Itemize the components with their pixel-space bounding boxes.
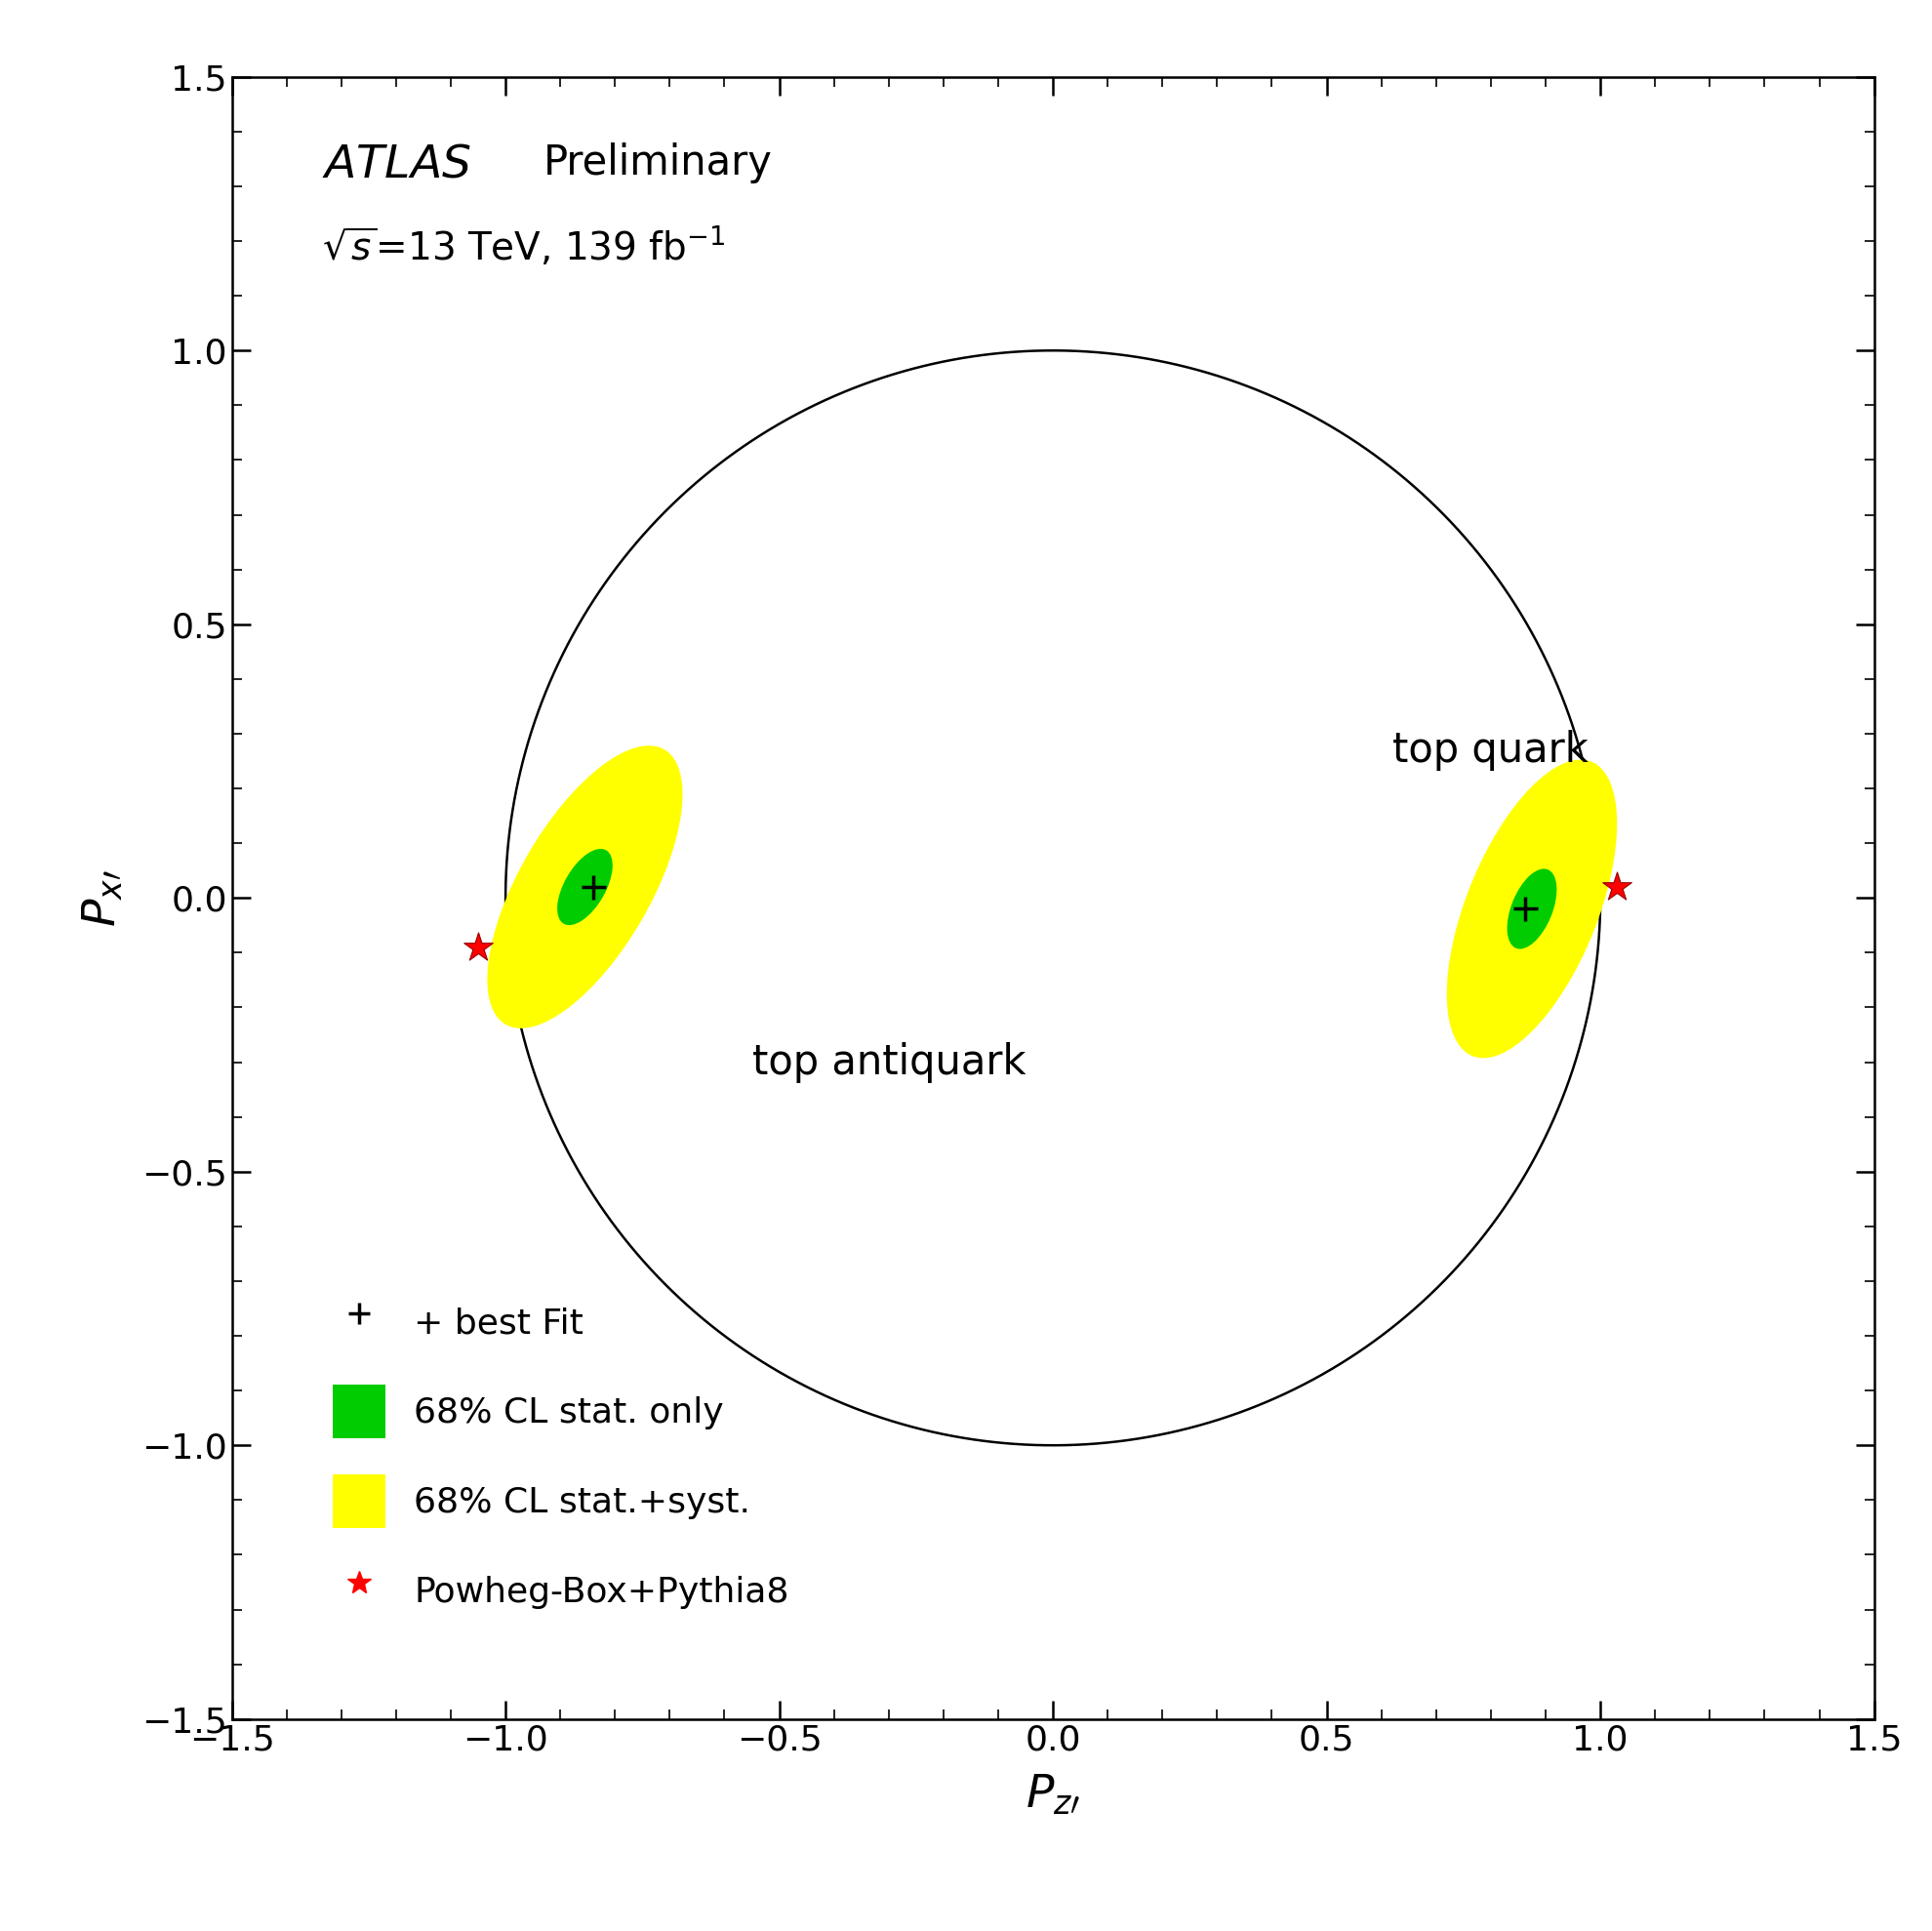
Text: $\mathit{ATLAS}$: $\mathit{ATLAS}$ — [323, 143, 471, 187]
Point — [1602, 871, 1633, 902]
Text: top antiquark: top antiquark — [752, 1041, 1026, 1083]
Text: $\sqrt{s}$=13 TeV, 139 fb$^{-1}$: $\sqrt{s}$=13 TeV, 139 fb$^{-1}$ — [323, 224, 724, 268]
Legend: + best Fit, 68% CL stat. only, 68% CL stat.+syst., Powheg-Box+Pythia8: + best Fit, 68% CL stat. only, 68% CL st… — [315, 1276, 806, 1636]
Ellipse shape — [487, 745, 682, 1029]
Ellipse shape — [1447, 759, 1617, 1058]
Y-axis label: $P_{x\prime}$: $P_{x\prime}$ — [81, 869, 126, 927]
Text: top quark: top quark — [1393, 730, 1588, 770]
Text: Preliminary: Preliminary — [545, 143, 773, 183]
X-axis label: $P_{z\prime}$: $P_{z\prime}$ — [1026, 1773, 1080, 1817]
Ellipse shape — [556, 850, 612, 925]
Ellipse shape — [1507, 869, 1557, 948]
Point — [462, 933, 493, 964]
